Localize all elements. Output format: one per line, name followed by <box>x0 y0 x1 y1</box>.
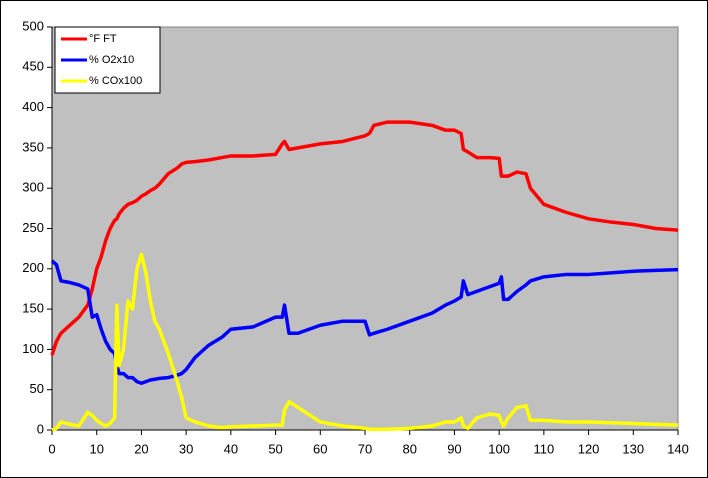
x-tick-label: 70 <box>358 441 372 456</box>
legend: °F FT % O2x10 % COx100 <box>54 26 161 94</box>
y-tick-label: 150 <box>22 301 44 316</box>
y-tick-label: 50 <box>30 381 44 396</box>
y-tick-label: 500 <box>22 18 44 33</box>
y-tick-label: 300 <box>22 180 44 195</box>
x-tick-label: 130 <box>622 441 644 456</box>
x-tick-label: 140 <box>667 441 689 456</box>
data-line <box>51 252 679 432</box>
x-tick-label: 50 <box>268 441 282 456</box>
legend-label: °F FT <box>89 33 117 45</box>
plot-background <box>51 26 679 431</box>
y-tick-label: 250 <box>22 220 44 235</box>
x-tick-label: 20 <box>134 441 148 456</box>
x-tick-label: 90 <box>447 441 461 456</box>
y-tick-label: 200 <box>22 260 44 275</box>
legend-label: % O2x10 <box>89 54 134 66</box>
y-tick-label: 0 <box>37 421 44 436</box>
x-tick-label: 110 <box>533 441 554 456</box>
x-tick-label: 0 <box>48 441 55 456</box>
data-line <box>50 259 679 386</box>
y-tick-label: 450 <box>22 59 44 74</box>
x-tick-label: 60 <box>313 441 327 456</box>
y-tick-label: 400 <box>22 99 44 114</box>
x-tick-label: 10 <box>89 441 103 456</box>
x-tick-label: 40 <box>224 441 238 456</box>
x-tick-label: 100 <box>488 441 510 456</box>
x-tick-label: 80 <box>402 441 416 456</box>
x-tick-label: 30 <box>179 441 193 456</box>
y-tick-label: 350 <box>22 139 44 154</box>
data-line <box>50 120 679 356</box>
y-tick-label: 100 <box>22 341 44 356</box>
x-tick-label: 120 <box>578 441 600 456</box>
legend-label: % COx100 <box>89 75 142 87</box>
